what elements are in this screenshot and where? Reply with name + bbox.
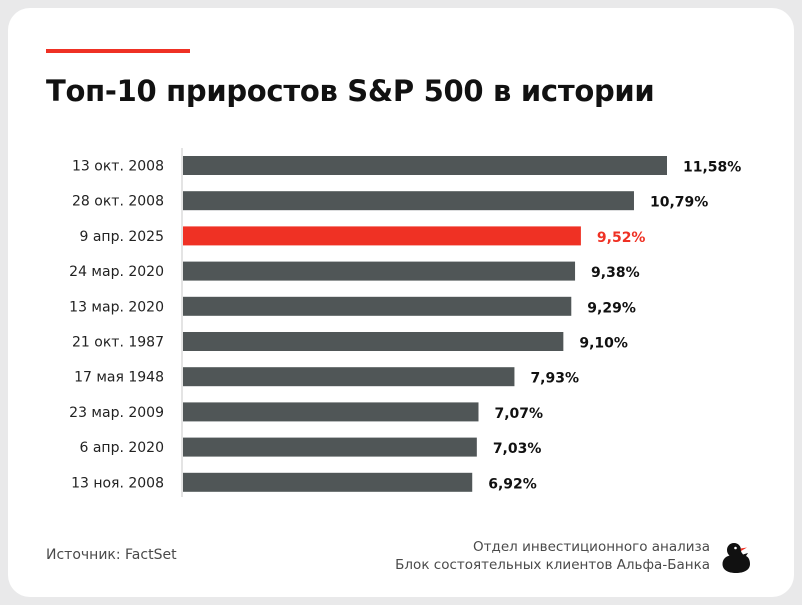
value-label: 9,10%: [579, 336, 628, 352]
card: Топ-10 приростов S&P 500 в истории Источ…: [8, 8, 794, 597]
bar: [183, 367, 515, 387]
bar: [183, 332, 564, 351]
bar: [183, 191, 634, 211]
bar-highlighted: [183, 226, 581, 246]
category-label: 23 мар. 2009: [69, 405, 164, 421]
value-label: 10,79%: [650, 195, 708, 211]
accent-line: [46, 49, 190, 53]
value-label: 9,29%: [587, 300, 636, 316]
value-label: 7,03%: [493, 441, 542, 457]
category-label: 13 мар. 2020: [69, 299, 164, 315]
source-note: Источник: FactSet: [46, 547, 177, 563]
category-label: 28 окт. 2008: [72, 194, 164, 210]
category-label: 21 окт. 1987: [72, 335, 164, 351]
bar: [183, 472, 473, 492]
category-label: 9 апр. 2025: [79, 229, 164, 245]
bar: [183, 156, 667, 175]
value-label: 7,93%: [530, 371, 579, 387]
category-label: 13 ноя. 2008: [71, 475, 164, 491]
bar: [183, 261, 576, 281]
value-label: 6,92%: [488, 476, 537, 492]
chart-title: Топ-10 приростов S&P 500 в истории: [46, 74, 655, 108]
category-label: 24 мар. 2020: [69, 264, 164, 280]
bar: [183, 296, 572, 316]
department-note: Отдел инвестиционного анализа Блок состо…: [395, 538, 710, 574]
value-label: 9,38%: [591, 265, 640, 281]
value-label: 9,52%: [597, 230, 646, 246]
value-label: 11,58%: [683, 160, 741, 176]
bar: [183, 402, 479, 422]
category-label: 13 окт. 2008: [72, 159, 164, 175]
department-line-1: Отдел инвестиционного анализа: [473, 539, 710, 555]
category-label: 17 мая 1948: [74, 370, 164, 386]
category-label: 6 апр. 2020: [79, 440, 164, 456]
department-line-2: Блок состоятельных клиентов Альфа-Банка: [395, 557, 710, 573]
value-label: 7,07%: [494, 406, 543, 422]
duck-logo-icon: [722, 543, 750, 573]
bar: [183, 437, 477, 457]
